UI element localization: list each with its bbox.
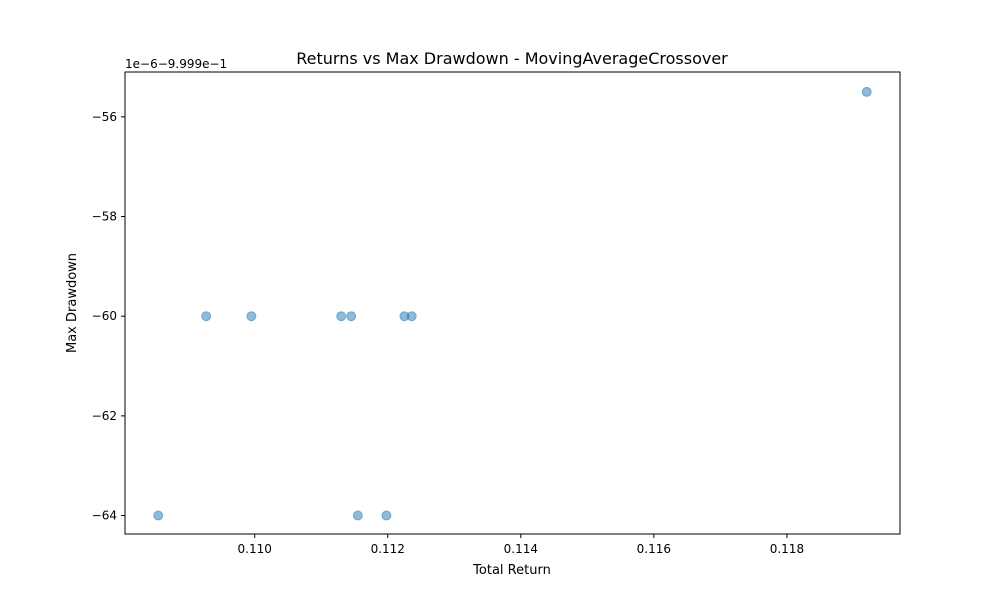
- y-tick-label: −60: [92, 309, 117, 323]
- y-axis-label: Max Drawdown: [65, 253, 80, 353]
- x-tick-label: 0.114: [504, 542, 538, 556]
- x-tick-label: 0.118: [770, 542, 804, 556]
- plot-frame: [124, 71, 901, 535]
- scatter-point: [201, 311, 212, 322]
- scatter-point: [381, 510, 392, 521]
- scatter-point: [861, 86, 872, 97]
- y-tick-label: −58: [92, 210, 117, 224]
- x-tick-label: 0.112: [371, 542, 405, 556]
- y-offset-label: 1e−6−9.999e−1: [125, 57, 227, 71]
- scatter-point: [406, 311, 417, 322]
- scatter-point: [336, 311, 347, 322]
- scatter-point: [352, 510, 363, 521]
- x-tick-label: 0.110: [238, 542, 272, 556]
- y-tick-label: −56: [92, 110, 117, 124]
- chart-title: Returns vs Max Drawdown - MovingAverageC…: [296, 49, 728, 68]
- y-tick-label: −62: [92, 409, 117, 423]
- x-axis-label: Total Return: [472, 563, 551, 578]
- scatter-point: [246, 311, 257, 322]
- scatter-point: [153, 510, 164, 521]
- scatter-point: [346, 311, 357, 322]
- x-tick-label: 0.116: [637, 542, 671, 556]
- y-tick-label: −64: [92, 509, 117, 523]
